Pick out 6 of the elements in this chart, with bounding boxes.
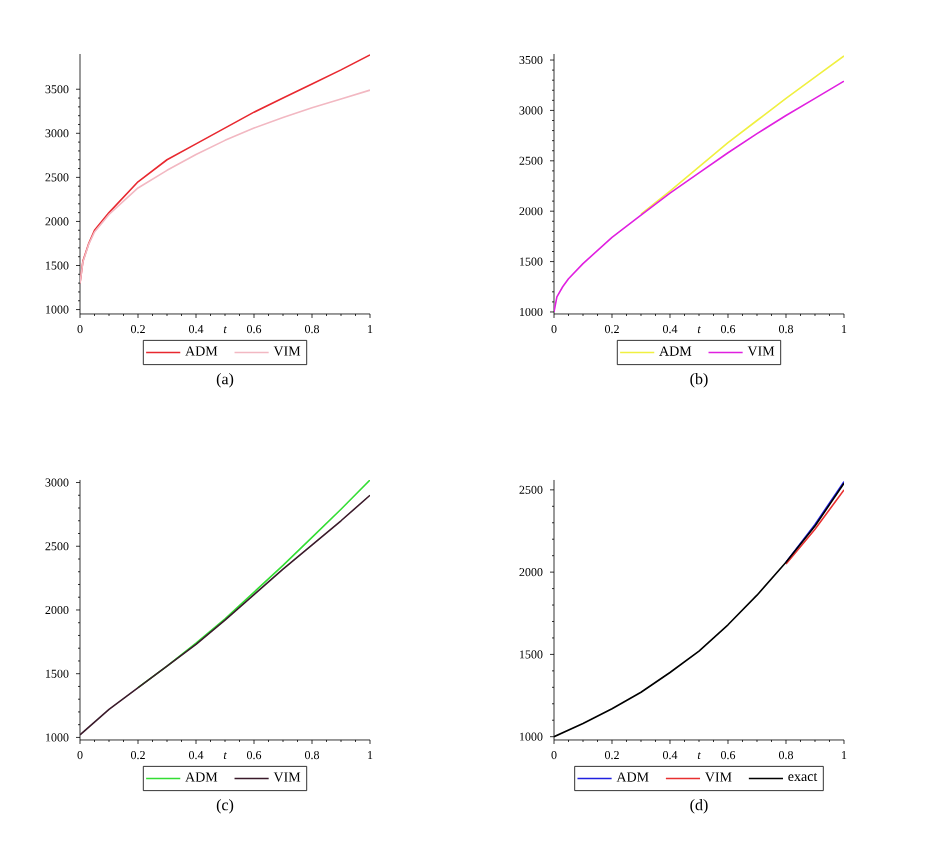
line-series (80, 89, 371, 284)
text: (d) (690, 799, 708, 814)
text: (c) (216, 799, 234, 814)
line-series (640, 55, 844, 216)
text: (b) (690, 373, 708, 388)
text: (a) (216, 373, 234, 388)
